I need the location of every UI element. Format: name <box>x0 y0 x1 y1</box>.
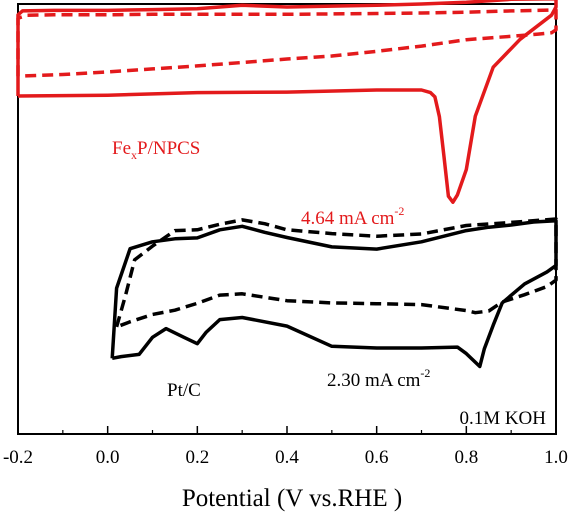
x-tick-label: 0.4 <box>275 447 299 468</box>
series-line-fexp-npcs-solid <box>16 0 558 204</box>
x-tick-label: 0.2 <box>185 447 209 468</box>
ptc-peak-label: 2.30 mA cm-2 <box>327 366 430 391</box>
series-line-pt-c-solid <box>110 218 558 369</box>
ptc-label: Pt/C <box>167 380 201 401</box>
x-tick-label: 0.6 <box>365 447 389 468</box>
plot-area <box>17 3 557 435</box>
x-tick-label: 0.8 <box>454 447 478 468</box>
x-axis-title: Potential (V vs.RHE ) <box>182 485 402 512</box>
x-tick-label: -0.2 <box>3 447 33 468</box>
fexp-peak-label: 4.64 mA cm-2 <box>301 204 404 229</box>
x-tick-layer: -0.2 0.0 0.2 0.4 0.6 0.8 1.0 <box>3 426 568 468</box>
x-tick-label: 1.0 <box>544 447 568 468</box>
series-layer <box>16 0 558 369</box>
x-tick-label: 0.0 <box>96 447 120 468</box>
series-line-pt-c-dashed <box>114 217 558 329</box>
series-line-fexp-npcs-dashed <box>16 8 558 78</box>
electrolyte-label: 0.1M KOH <box>459 408 546 429</box>
fexp-label: FexP/NPCS <box>112 138 200 162</box>
